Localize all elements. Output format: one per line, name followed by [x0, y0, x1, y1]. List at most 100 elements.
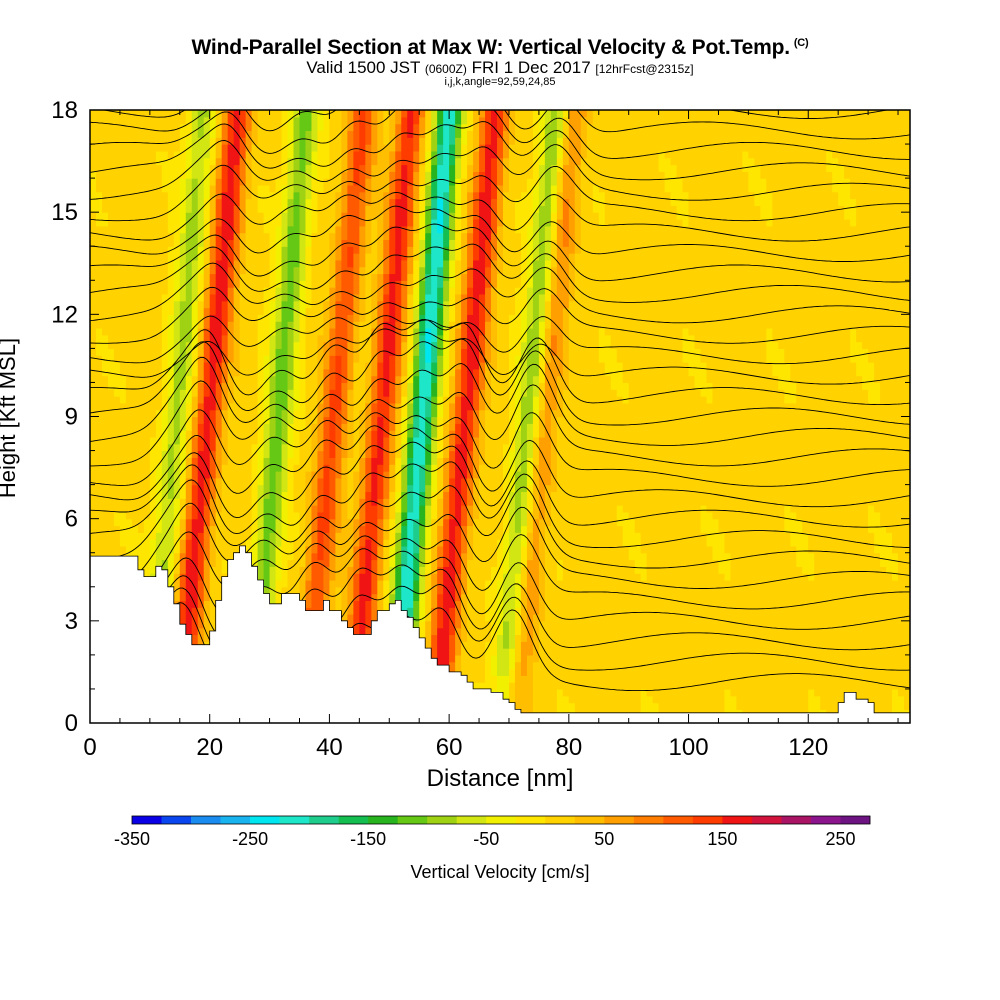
field-cell	[479, 498, 486, 506]
field-cell	[640, 648, 648, 656]
field-cell	[383, 600, 390, 608]
field-cell	[443, 586, 450, 595]
field-cell	[359, 579, 366, 588]
field-cell	[371, 532, 378, 540]
field-cell	[431, 545, 438, 554]
field-cell	[491, 477, 498, 486]
field-cell	[479, 641, 486, 649]
field-cell	[628, 525, 636, 533]
field-cell	[574, 545, 582, 554]
field-cell	[592, 532, 600, 540]
field-cell	[461, 607, 468, 615]
field-cell	[646, 614, 654, 622]
field-cell	[443, 518, 450, 527]
field-cell	[299, 477, 307, 486]
field-cell	[347, 470, 354, 479]
field-cell	[299, 532, 307, 540]
field-cell	[814, 586, 821, 595]
field-cell	[449, 634, 456, 642]
field-cell	[365, 525, 372, 533]
field-cell	[592, 573, 600, 581]
field-cell	[796, 695, 803, 704]
field-cell	[802, 552, 809, 561]
field-cell	[664, 505, 672, 513]
field-cell	[197, 614, 205, 622]
field-cell	[838, 648, 845, 656]
field-cell	[455, 498, 462, 506]
field-cell	[718, 505, 726, 513]
field-cell	[664, 620, 672, 629]
field-cell	[580, 695, 588, 704]
field-cell	[682, 518, 690, 527]
field-cell	[874, 484, 881, 493]
field-cell	[850, 593, 857, 601]
field-cell	[862, 477, 869, 486]
field-cell	[107, 477, 115, 486]
field-cell	[245, 518, 253, 527]
field-cell	[838, 525, 845, 533]
field-cell	[347, 505, 354, 513]
field-cell	[808, 641, 815, 649]
field-cell	[293, 566, 301, 574]
field-cell	[850, 661, 857, 670]
field-cell	[622, 552, 630, 561]
field-cell	[862, 648, 869, 656]
field-cell	[622, 532, 630, 540]
field-cell	[784, 505, 791, 513]
field-cell	[754, 566, 761, 574]
field-cell	[700, 695, 708, 704]
field-cell	[760, 675, 767, 683]
field-cell	[622, 573, 630, 581]
field-cell	[892, 661, 899, 670]
field-cell	[514, 661, 522, 670]
field-cell	[646, 579, 654, 588]
field-cell	[550, 661, 558, 670]
field-cell	[778, 627, 785, 636]
field-cell	[796, 539, 803, 547]
field-cell	[526, 634, 534, 642]
field-cell	[173, 559, 181, 567]
field-cell	[455, 477, 462, 486]
field-cell	[700, 634, 708, 642]
field-cell	[892, 573, 899, 581]
field-cell	[616, 552, 624, 561]
field-cell	[742, 634, 749, 642]
field-cell	[538, 539, 546, 547]
field-cell	[556, 600, 564, 608]
field-cell	[730, 511, 738, 520]
field-cell	[485, 511, 492, 520]
field-cell	[90, 505, 97, 513]
field-cell	[526, 586, 534, 595]
field-cell	[886, 634, 893, 642]
field-cell	[317, 545, 325, 554]
field-cell	[263, 539, 271, 547]
field-cell	[113, 498, 121, 506]
field-cell	[784, 682, 791, 690]
field-cell	[461, 573, 468, 581]
field-cell	[742, 566, 749, 574]
field-cell	[640, 491, 648, 499]
field-cell	[586, 627, 594, 636]
field-cell	[335, 505, 342, 513]
field-cell	[311, 539, 319, 547]
field-cell	[886, 491, 893, 499]
field-cell	[407, 600, 414, 608]
field-cell	[706, 641, 714, 649]
field-cell	[748, 573, 755, 581]
field-cell	[796, 675, 803, 683]
field-cell	[658, 641, 666, 649]
field-cell	[628, 620, 636, 629]
field-cell	[694, 695, 702, 704]
field-cell	[173, 593, 181, 601]
field-cell	[904, 668, 910, 676]
field-cell	[413, 552, 420, 561]
field-cell	[508, 648, 516, 656]
field-cell	[443, 634, 450, 642]
field-cell	[538, 525, 546, 533]
field-cell	[808, 573, 815, 581]
field-cell	[359, 586, 366, 595]
field-cell	[790, 532, 797, 540]
field-cell	[167, 484, 175, 493]
field-cell	[640, 593, 648, 601]
field-cell	[814, 539, 821, 547]
